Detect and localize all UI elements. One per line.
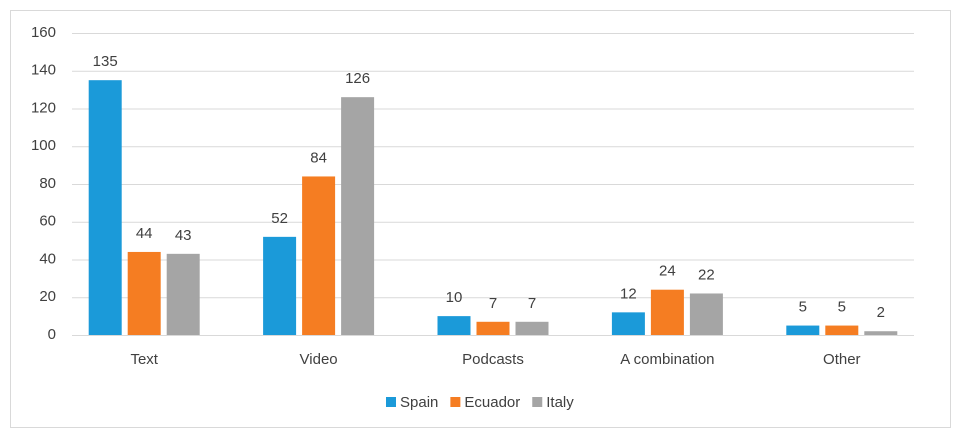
bar <box>786 325 820 335</box>
legend-swatch <box>386 397 396 407</box>
x-tick-label: Podcasts <box>462 351 524 368</box>
bar <box>476 321 510 335</box>
bar <box>127 251 161 335</box>
x-tick-label: A combination <box>620 351 714 368</box>
y-tick-label: 0 <box>48 326 56 343</box>
bar <box>611 312 645 335</box>
data-label: 5 <box>838 299 846 316</box>
bar <box>341 97 375 335</box>
data-label: 10 <box>446 289 463 306</box>
bar <box>515 321 549 335</box>
data-label: 2 <box>877 304 885 321</box>
data-label: 44 <box>136 225 153 242</box>
bar <box>302 176 336 335</box>
y-tick-label: 160 <box>31 24 56 41</box>
y-tick-label: 140 <box>31 62 56 79</box>
legend-swatch <box>532 397 543 407</box>
y-tick-label: 100 <box>31 137 56 154</box>
bar <box>437 316 471 335</box>
data-label: 84 <box>310 149 327 166</box>
y-tick-label: 120 <box>31 99 56 116</box>
data-label: 135 <box>93 53 118 70</box>
bar <box>263 236 297 335</box>
data-label: 126 <box>345 70 370 87</box>
bar <box>166 253 200 335</box>
legend-label: Italy <box>546 394 574 411</box>
data-label: 22 <box>698 266 715 283</box>
legend-label: Ecuador <box>464 394 520 411</box>
data-label: 12 <box>620 285 637 302</box>
data-label: 24 <box>659 263 676 280</box>
x-tick-label: Other <box>823 351 861 368</box>
data-label: 7 <box>528 295 536 312</box>
bar <box>650 289 684 335</box>
y-tick-label: 80 <box>39 175 56 192</box>
x-tick-label: Video <box>300 351 338 368</box>
y-tick-label: 40 <box>39 250 56 267</box>
data-label: 5 <box>799 299 807 316</box>
data-label: 7 <box>489 295 497 312</box>
y-tick-label: 20 <box>39 288 56 305</box>
chart-border <box>10 10 951 428</box>
data-label: 52 <box>271 210 288 227</box>
bar <box>88 80 122 335</box>
bar <box>689 293 723 335</box>
legend-swatch <box>450 397 461 407</box>
x-tick-label: Text <box>130 351 158 368</box>
y-tick-label: 60 <box>39 213 56 230</box>
legend-label: Spain <box>400 394 438 411</box>
bar <box>825 325 859 335</box>
bar <box>864 331 898 335</box>
data-label: 43 <box>175 227 192 244</box>
